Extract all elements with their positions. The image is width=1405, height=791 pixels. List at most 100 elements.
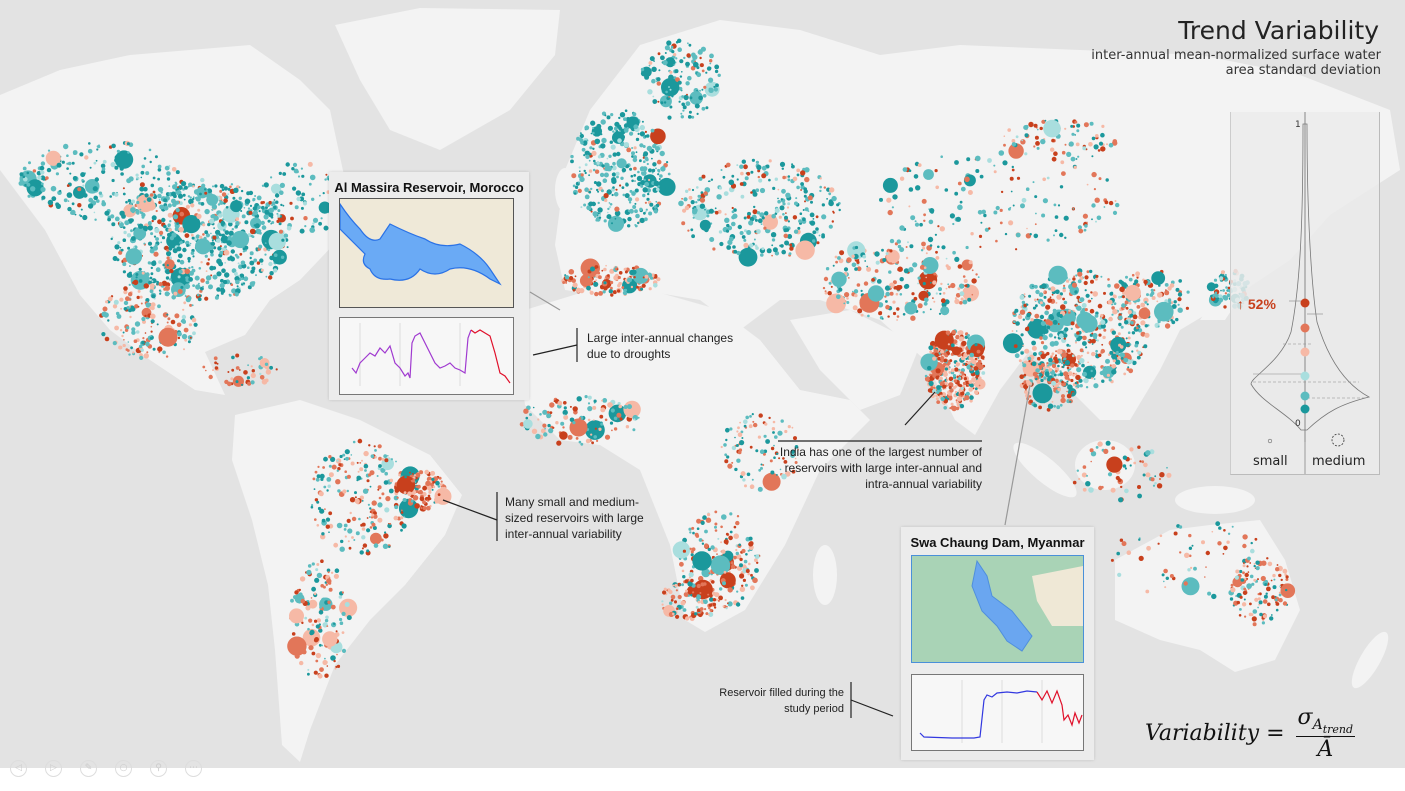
reservoir-dot xyxy=(799,212,803,215)
reservoir-dot xyxy=(1023,293,1026,295)
reservoir-dot xyxy=(270,216,274,219)
reservoir-dot xyxy=(612,186,615,189)
reservoir-dot xyxy=(36,171,42,176)
reservoir-dot xyxy=(1020,351,1024,355)
reservoir-dot xyxy=(867,314,870,318)
reservoir-dot xyxy=(184,338,188,342)
reservoir-dot xyxy=(757,169,761,173)
reservoir-dot xyxy=(134,321,141,327)
reservoir-dot xyxy=(602,178,608,183)
reservoir-dot xyxy=(1015,248,1018,251)
reservoir-dot xyxy=(138,279,143,283)
reservoir-dot xyxy=(181,333,188,340)
reservoir-dot xyxy=(130,236,136,241)
reservoir-dot xyxy=(277,209,281,213)
reservoir-dot xyxy=(124,220,130,226)
reservoir-dot xyxy=(121,214,126,219)
reservoir-dot xyxy=(319,473,325,479)
reservoir-dot xyxy=(296,196,301,202)
reservoir-dot xyxy=(1091,203,1096,208)
reservoir-dot xyxy=(369,516,371,518)
reservoir-dot xyxy=(1086,270,1090,274)
reservoir-dot xyxy=(158,201,162,204)
reservoir-dot xyxy=(340,539,344,544)
reservoir-dot xyxy=(704,187,711,193)
reservoir-dot xyxy=(169,278,172,281)
reservoir-dot xyxy=(678,86,683,91)
reservoir-dot xyxy=(697,608,701,612)
reservoir-dot xyxy=(583,203,587,207)
reservoir-dot xyxy=(1013,344,1018,348)
reservoir-dot xyxy=(1243,598,1246,601)
reservoir-dot xyxy=(639,131,646,137)
reservoir-dot xyxy=(150,325,153,328)
reservoir-dot xyxy=(727,463,733,469)
reservoir-dot xyxy=(914,220,917,223)
reservoir-dot xyxy=(695,605,699,609)
reservoir-dot xyxy=(721,514,727,520)
reservoir-dot xyxy=(959,291,965,297)
reservoir-dot xyxy=(713,606,717,609)
reservoir-dot xyxy=(1054,229,1058,233)
reservoir-dot xyxy=(1111,330,1117,335)
reservoir-dot xyxy=(1215,521,1221,527)
reservoir-dot xyxy=(182,215,201,234)
reservoir-dot xyxy=(864,260,867,262)
reservoir-dot xyxy=(792,176,798,182)
reservoir-dot xyxy=(200,202,205,206)
reservoir-dot xyxy=(1118,315,1123,320)
reservoir-dot xyxy=(819,185,822,189)
reservoir-dot xyxy=(402,498,407,502)
reservoir-dot xyxy=(237,262,240,265)
reservoir-dot xyxy=(924,374,928,378)
reservoir-dot xyxy=(758,413,763,418)
reservoir-dot xyxy=(622,193,626,197)
reservoir-dot xyxy=(1091,343,1094,345)
reservoir-dot xyxy=(189,336,192,339)
reservoir-dot xyxy=(580,442,584,446)
reservoir-dot xyxy=(1067,311,1071,314)
reservoir-dot xyxy=(1150,291,1155,296)
reservoir-dot xyxy=(1061,380,1064,384)
reservoir-dot xyxy=(610,408,615,413)
reservoir-dot xyxy=(652,162,657,167)
reservoir-dot xyxy=(600,189,604,193)
reservoir-dot xyxy=(101,169,106,174)
reservoir-dot xyxy=(1091,338,1096,344)
reservoir-dot xyxy=(274,193,280,198)
reservoir-dot xyxy=(230,377,234,381)
reservoir-dot xyxy=(159,230,164,235)
reservoir-dot xyxy=(832,210,835,213)
reservoir-dot xyxy=(1260,575,1266,582)
reservoir-dot xyxy=(133,245,138,249)
reservoir-dot xyxy=(929,350,933,354)
reservoir-dot xyxy=(213,356,218,361)
reservoir-dot xyxy=(398,473,401,477)
reservoir-dot xyxy=(1109,364,1112,367)
reservoir-dot xyxy=(876,279,882,284)
reservoir-dot xyxy=(235,217,240,221)
reservoir-dot xyxy=(756,164,762,170)
reservoir-dot xyxy=(212,274,218,280)
reservoir-dot xyxy=(1285,588,1288,592)
reservoir-dot xyxy=(597,201,600,205)
reservoir-dot xyxy=(1084,289,1087,292)
reservoir-dot xyxy=(718,230,723,234)
reservoir-dot xyxy=(150,319,155,324)
reservoir-dot xyxy=(684,205,690,211)
reservoir-dot xyxy=(1259,612,1263,617)
reservoir-dot xyxy=(278,171,282,175)
reservoir-dot xyxy=(93,211,96,214)
reservoir-dot xyxy=(109,195,112,198)
reservoir-dot xyxy=(684,579,689,584)
reservoir-dot xyxy=(1123,307,1126,310)
reservoir-dot xyxy=(46,167,52,173)
reservoir-dot xyxy=(407,491,412,497)
reservoir-dot xyxy=(56,162,62,168)
reservoir-dot xyxy=(122,262,127,267)
reservoir-dot xyxy=(930,340,936,347)
reservoir-dot xyxy=(301,621,304,625)
reservoir-dot xyxy=(702,94,707,98)
reservoir-dot xyxy=(162,350,166,355)
reservoir-dot xyxy=(307,627,310,631)
